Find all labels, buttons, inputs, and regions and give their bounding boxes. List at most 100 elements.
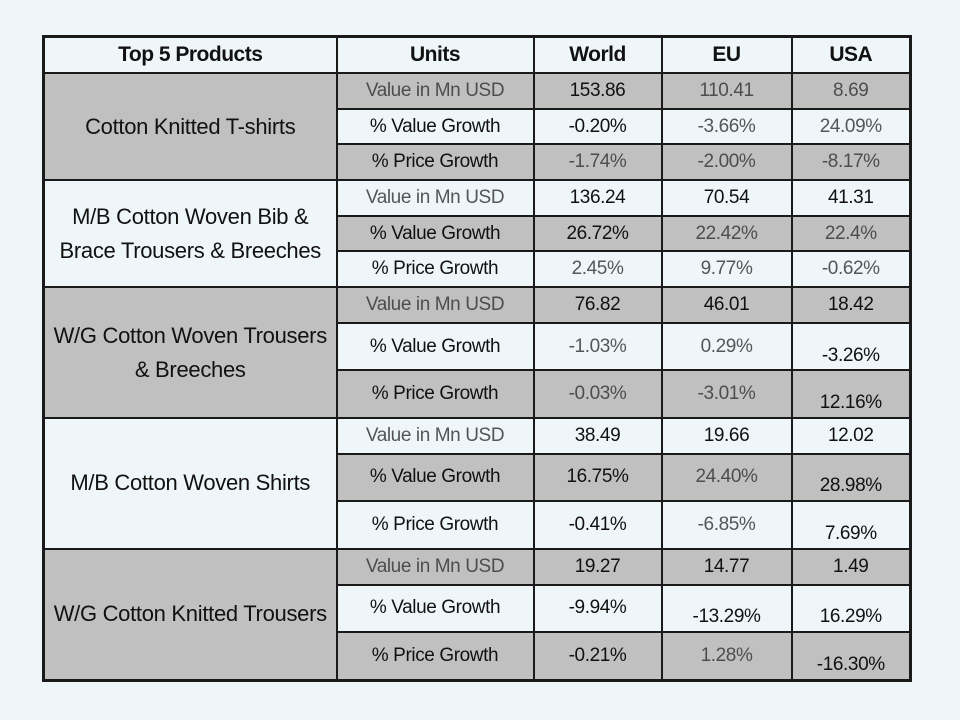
eu-value: 110.41 <box>699 79 754 101</box>
unit-cell: % Price Growth <box>335 143 535 182</box>
usa-value: 16.29% <box>819 606 882 628</box>
unit-cell: % Value Growth <box>335 107 535 146</box>
unit-cell: % Value Growth <box>335 583 535 634</box>
usa-value-cell: 8.69 <box>790 72 912 110</box>
unit-cell: % Price Growth <box>335 631 535 682</box>
table-row: Cotton Knitted T-shirts Value in Mn USD 15… <box>42 71 912 182</box>
usa-value-cell: -3.26% <box>790 321 912 372</box>
eu-value-cell: 70.54 <box>660 179 793 217</box>
eu-value: 0.29% <box>700 335 753 357</box>
table-row: % Price Growth -0.03% -3.01% 12.16% <box>43 369 912 419</box>
header-eu: EU <box>660 35 793 74</box>
eu-value: 22.42% <box>695 222 758 244</box>
eu-value-cell: -3.01% <box>660 369 793 419</box>
world-value: -0.21% <box>568 645 627 667</box>
usa-value: 24.09% <box>819 115 882 137</box>
world-value: 19.27 <box>574 555 621 577</box>
eu-value-cell: 22.42% <box>660 214 793 253</box>
eu-value-cell: -6.85% <box>660 500 793 550</box>
eu-value: 46.01 <box>703 293 750 315</box>
usa-value-cell: 24.09% <box>790 107 912 146</box>
usa-value: 12.02 <box>827 424 874 446</box>
table-row: W/G Cotton Knitted Trousers Value in Mn U… <box>42 547 912 682</box>
world-value: 136.24 <box>569 186 626 208</box>
usa-value-cell: 22.4% <box>790 214 912 253</box>
eu-value-cell: 46.01 <box>660 286 793 324</box>
usa-value: -8.17% <box>821 151 880 173</box>
usa-value: -0.62% <box>821 258 880 280</box>
world-value-cell: 19.27 <box>532 547 663 586</box>
eu-value-cell: 14.77 <box>660 547 793 586</box>
eu-value: 1.28% <box>700 645 753 667</box>
usa-value: -3.26% <box>821 344 880 366</box>
header-product: Top 5 Products <box>42 35 338 74</box>
unit-cell: % Price Growth <box>335 250 535 289</box>
usa-value-cell: 1.49 <box>790 547 912 586</box>
world-value: -0.41% <box>568 514 627 536</box>
world-value: 153.86 <box>569 79 626 101</box>
usa-value-cell: 12.16% <box>790 369 912 419</box>
top-products-table: Top 5 Products Units World EU USA Cotton… <box>42 35 912 682</box>
usa-value-cell: 18.42 <box>790 286 912 324</box>
world-value: 2.45% <box>571 258 624 280</box>
world-value: -1.03% <box>568 335 627 357</box>
world-value: 16.75% <box>566 466 629 488</box>
world-value-cell: -0.03% <box>532 369 663 419</box>
usa-value: 22.4% <box>824 222 877 244</box>
header-row: Top 5 Products Units World EU USA <box>42 35 912 74</box>
usa-value: 41.31 <box>827 186 874 208</box>
usa-value-cell: 12.02 <box>790 416 912 455</box>
eu-value: -13.29% <box>692 606 761 628</box>
unit-cell: % Value Growth <box>335 452 535 503</box>
eu-value: 14.77 <box>703 555 750 577</box>
unit-cell: % Price Growth <box>335 369 535 419</box>
unit-cell: Value in Mn USD <box>335 72 535 110</box>
usa-value: -16.30% <box>816 654 885 676</box>
table-row: M/B Cotton Woven Shirts Value in Mn USD 38… <box>42 416 912 550</box>
usa-value: 28.98% <box>819 475 882 497</box>
world-value-cell: 26.72% <box>532 214 663 253</box>
world-value-cell: -0.41% <box>532 500 663 550</box>
eu-value: 70.54 <box>703 186 750 208</box>
eu-value-cell: -3.66% <box>660 107 793 146</box>
eu-value: -6.85% <box>697 514 756 536</box>
usa-value: 12.16% <box>819 392 882 414</box>
world-value-cell: -0.20% <box>532 107 663 146</box>
product-name-cell: Cotton Knitted T-shirts <box>42 71 338 182</box>
world-value: -1.74% <box>568 151 627 173</box>
product-name-cell: W/G Cotton Knitted Trousers <box>42 547 338 682</box>
eu-value-cell: 110.41 <box>660 72 793 110</box>
eu-value-cell: 9.77% <box>660 250 793 289</box>
unit-cell: % Value Growth <box>335 321 535 372</box>
world-value-cell: 2.45% <box>532 250 663 289</box>
world-value-cell: 153.86 <box>532 72 663 110</box>
usa-value-cell: 28.98% <box>790 452 912 503</box>
world-value-cell: -0.21% <box>532 631 663 682</box>
world-value-cell: -9.94% <box>532 583 663 634</box>
unit-cell: % Value Growth <box>335 214 535 253</box>
eu-value: 9.77% <box>700 258 753 280</box>
eu-value: 19.66 <box>703 424 750 446</box>
eu-value-cell: 19.66 <box>660 416 793 455</box>
usa-value-cell: -0.62% <box>790 250 912 289</box>
usa-value: 7.69% <box>824 523 877 545</box>
world-value: -0.20% <box>568 115 627 137</box>
header-world: World <box>532 35 663 74</box>
product-name-cell: W/G Cotton Woven Trousers & Breeches <box>42 286 338 419</box>
world-value: -9.94% <box>568 597 627 619</box>
usa-value-cell: 7.69% <box>790 500 912 550</box>
world-value: 26.72% <box>566 222 629 244</box>
header-units: Units <box>335 35 535 74</box>
usa-value-cell: 16.29% <box>790 583 912 634</box>
usa-value: 18.42 <box>827 293 874 315</box>
world-value-cell: 16.75% <box>532 452 663 503</box>
eu-value-cell: 0.29% <box>660 321 793 372</box>
table-row: W/G Cotton Woven Trousers & Breeches Valu… <box>42 286 912 419</box>
unit-cell: Value in Mn USD <box>335 416 535 455</box>
world-value-cell: 76.82 <box>532 286 663 324</box>
eu-value-cell: 1.28% <box>660 631 793 682</box>
eu-value-cell: 24.40% <box>660 452 793 503</box>
eu-value: 24.40% <box>695 466 758 488</box>
usa-value-cell: -16.30% <box>790 631 912 682</box>
usa-value-cell: 41.31 <box>790 179 912 217</box>
